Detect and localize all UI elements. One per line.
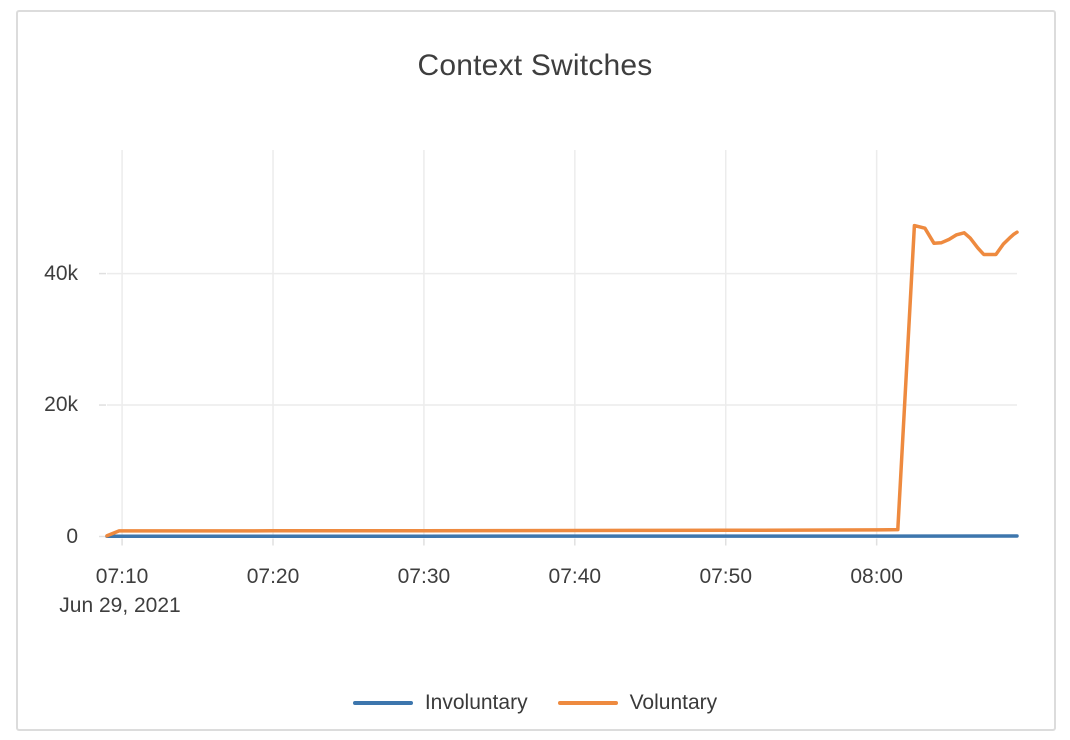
legend-label: Involuntary xyxy=(424,691,528,714)
y-axis-tick-label: 0 xyxy=(66,524,78,548)
legend-item-voluntary[interactable]: Voluntary xyxy=(557,690,718,716)
chart-title: Context Switches xyxy=(417,49,653,82)
x-axis-tick-label: 07:30 xyxy=(397,565,451,588)
x-axis-tick-label: 07:40 xyxy=(548,565,602,588)
legend-item-involuntary[interactable]: Involuntary xyxy=(352,690,528,716)
series-line-voluntary xyxy=(105,223,1019,538)
x-axis-date-label: Jun 29, 2021 xyxy=(59,594,181,617)
y-axis-tick-label: 20k xyxy=(44,393,78,417)
x-axis-tick-label: 07:50 xyxy=(699,565,753,588)
x-axis-tick-label: 08:00 xyxy=(850,565,903,588)
x-axis-tick-label: 07:10 xyxy=(95,565,149,588)
legend-line-swatch xyxy=(352,701,413,705)
x-axis-tick-label: 07:20 xyxy=(246,565,300,588)
legend: Involuntary Voluntary xyxy=(0,690,1070,716)
legend-line-swatch xyxy=(557,701,618,705)
legend-label: Voluntary xyxy=(629,691,718,714)
y-axis-tick-label: 40k xyxy=(44,261,78,285)
